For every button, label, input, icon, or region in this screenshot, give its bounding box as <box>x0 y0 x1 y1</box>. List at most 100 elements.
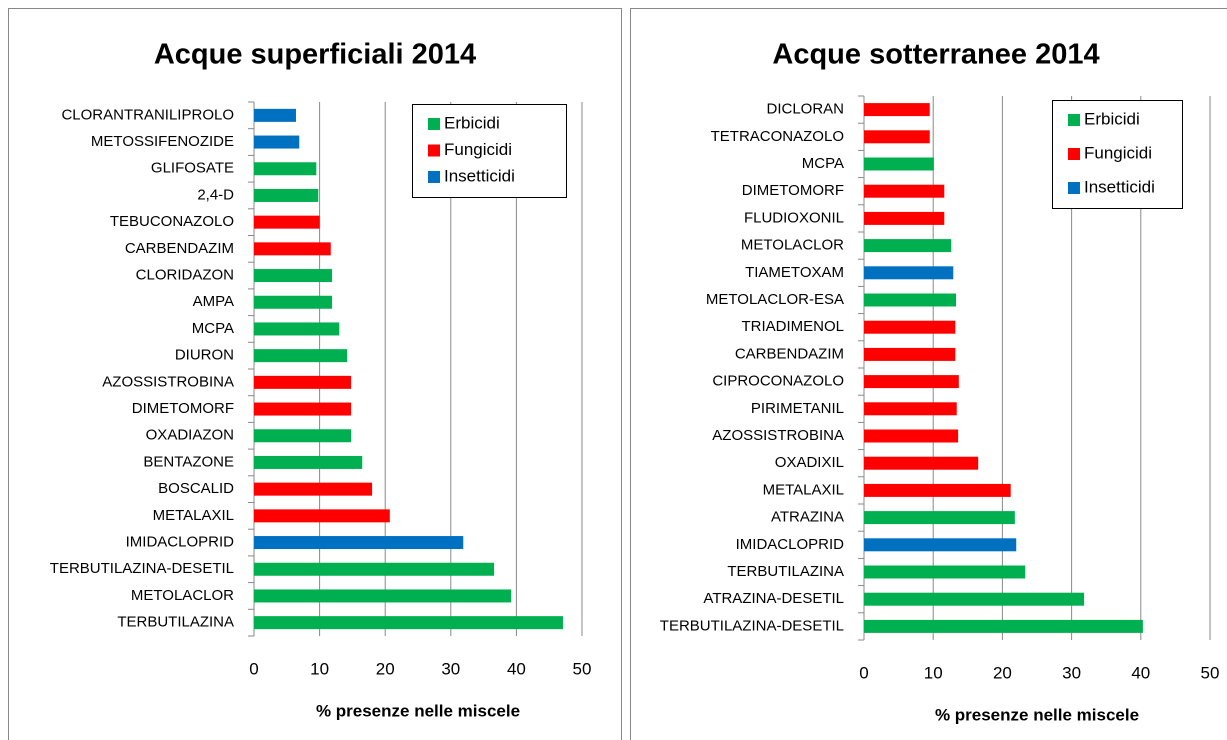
y-tick-label: AZOSSISTROBINA <box>102 373 234 390</box>
y-tick-label: TETRACONAZOLO <box>711 128 844 145</box>
y-tick-label: CLORIDAZON <box>136 267 234 284</box>
bar <box>254 269 333 283</box>
y-tick-label: DICLORAN <box>766 101 844 118</box>
bar <box>864 239 952 253</box>
y-tick-label: 2,4-D <box>197 186 234 203</box>
chart-title: Acque sotterranee 2014 <box>772 39 1099 71</box>
y-tick-label: CARBENDAZIM <box>125 240 234 257</box>
y-tick-label: GLIFOSATE <box>151 160 234 177</box>
y-tick-label: TRIADIMENOL <box>741 318 844 335</box>
bar <box>864 184 945 198</box>
bar <box>864 320 956 334</box>
bar <box>864 429 959 443</box>
y-tick-label: TERBUTILAZINA <box>727 563 844 580</box>
bar <box>254 536 464 550</box>
bar <box>864 456 979 470</box>
legend-swatch <box>1068 114 1080 126</box>
bar <box>864 293 957 307</box>
y-tick-label: METALAXIL <box>763 481 844 498</box>
y-tick-label: BOSCALID <box>158 480 234 497</box>
y-tick-label: FLUDIOXONIL <box>744 209 844 226</box>
legend-label: Insetticidi <box>1084 177 1155 196</box>
bar <box>254 616 563 630</box>
legend-swatch <box>428 171 440 183</box>
bar <box>254 429 352 443</box>
bar <box>864 266 954 280</box>
bar <box>864 103 930 117</box>
bar <box>864 157 934 171</box>
y-tick-label: OXADIAZON <box>146 427 234 444</box>
y-tick-label: PIRIMETANIL <box>751 400 844 417</box>
x-tick-label: 10 <box>310 659 329 678</box>
x-tick-label: 50 <box>573 659 592 678</box>
y-tick-label: METOLACLOR <box>131 587 234 604</box>
x-tick-label: 40 <box>1131 663 1150 682</box>
x-tick-label: 20 <box>376 659 395 678</box>
x-tick-label: 30 <box>1062 663 1081 682</box>
bar <box>254 562 495 576</box>
x-axis-label: % presenze nelle miscele <box>316 701 520 720</box>
bar <box>254 349 348 363</box>
bar <box>254 135 300 149</box>
y-tick-label: METOLACLOR <box>741 237 844 254</box>
chart-title: Acque superficiali 2014 <box>154 39 476 71</box>
y-tick-label: AMPA <box>193 293 234 310</box>
y-tick-label: DIURON <box>175 347 234 364</box>
y-tick-label: DIMETOMORF <box>132 400 234 417</box>
x-tick-label: 40 <box>507 659 526 678</box>
bar <box>254 188 319 202</box>
y-tick-label: CLORANTRANILIPROLO <box>61 106 234 123</box>
y-tick-label: BENTAZONE <box>143 453 234 470</box>
bar <box>254 162 317 176</box>
bar <box>864 375 959 389</box>
bar <box>254 402 352 416</box>
bar <box>254 375 352 389</box>
bar <box>864 402 957 416</box>
y-tick-label: OXADIXIL <box>775 454 844 471</box>
y-tick-label: TERBUTILAZINA-DESETIL <box>50 560 234 577</box>
bar <box>864 483 1011 497</box>
x-tick-label: 20 <box>993 663 1012 682</box>
x-tick-label: 50 <box>1201 663 1220 682</box>
y-tick-label: CIPROCONAZOLO <box>712 373 844 390</box>
legend-label: Fungicidi <box>444 140 512 159</box>
legend-label: Erbicidi <box>444 113 500 132</box>
bar <box>864 619 1143 633</box>
bar <box>864 130 930 144</box>
y-tick-label: IMIDACLOPRID <box>126 534 235 551</box>
legend-label: Insetticidi <box>444 166 515 185</box>
y-tick-label: ATRAZINA <box>771 509 844 526</box>
bar <box>254 295 333 309</box>
y-tick-label: MCPA <box>802 155 844 172</box>
x-tick-label: 30 <box>441 659 460 678</box>
bar <box>864 511 1015 525</box>
legend-swatch <box>1068 182 1080 194</box>
y-tick-label: TERBUTILAZINA-DESETIL <box>660 617 844 634</box>
y-tick-label: DIMETOMORF <box>742 182 844 199</box>
bar <box>254 589 512 603</box>
legend-swatch <box>428 118 440 130</box>
y-tick-label: CARBENDAZIM <box>735 345 844 362</box>
bar <box>254 322 340 336</box>
bar <box>254 242 331 256</box>
bar <box>254 509 390 523</box>
x-tick-label: 10 <box>924 663 943 682</box>
y-tick-label: METOSSIFENOZIDE <box>91 133 234 150</box>
bar <box>864 565 1026 579</box>
bar <box>864 592 1085 606</box>
y-tick-label: IMIDACLOPRID <box>736 536 845 553</box>
bar <box>864 538 1017 552</box>
x-axis-label: % presenze nelle miscele <box>935 705 1139 724</box>
y-tick-label: TERBUTILAZINA <box>117 614 234 631</box>
bar <box>864 211 945 225</box>
bar <box>254 482 373 496</box>
legend-swatch <box>428 144 440 157</box>
legend-swatch <box>1068 148 1080 160</box>
y-tick-label: MCPA <box>192 320 234 337</box>
y-tick-label: TIAMETOXAM <box>745 264 844 281</box>
panel-border <box>8 8 622 740</box>
y-tick-label: TEBUCONAZOLO <box>110 213 234 230</box>
x-tick-label: 0 <box>249 659 258 678</box>
y-tick-label: METOLACLOR-ESA <box>706 291 844 308</box>
